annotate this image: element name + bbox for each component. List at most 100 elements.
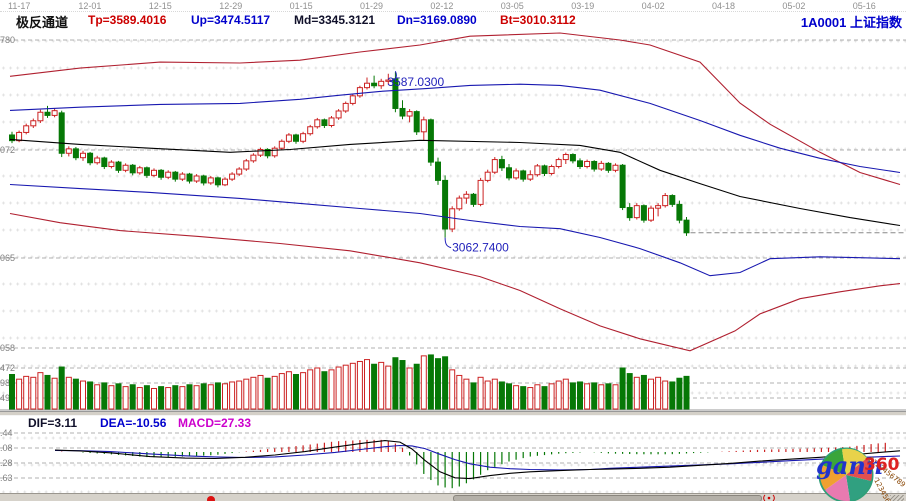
candle[interactable] xyxy=(321,118,328,129)
candle[interactable] xyxy=(9,131,15,144)
candle[interactable] xyxy=(534,163,541,177)
candle[interactable] xyxy=(655,203,662,217)
candle[interactable] xyxy=(108,160,115,169)
candle[interactable] xyxy=(605,162,612,173)
candle[interactable] xyxy=(250,153,257,163)
candle[interactable] xyxy=(222,177,228,187)
candle[interactable] xyxy=(577,158,583,170)
candle[interactable] xyxy=(278,139,285,151)
candle[interactable] xyxy=(165,170,172,180)
candle[interactable] xyxy=(143,166,150,178)
candle[interactable] xyxy=(506,163,512,181)
candle[interactable] xyxy=(520,169,527,182)
candle[interactable] xyxy=(87,152,94,166)
candle[interactable] xyxy=(612,163,619,173)
resize-grip[interactable] xyxy=(890,495,904,501)
candle[interactable] xyxy=(23,123,30,135)
candle[interactable] xyxy=(72,146,79,161)
candle[interactable] xyxy=(420,116,427,141)
candle[interactable] xyxy=(122,163,129,173)
candle[interactable] xyxy=(569,153,576,164)
candle[interactable] xyxy=(229,172,236,182)
candle[interactable] xyxy=(456,195,463,211)
candle[interactable] xyxy=(484,169,491,183)
candle[interactable] xyxy=(314,117,321,129)
candle[interactable] xyxy=(158,169,165,180)
candle[interactable] xyxy=(591,160,598,172)
candle[interactable] xyxy=(619,163,626,211)
candle[interactable] xyxy=(676,200,683,224)
candle[interactable] xyxy=(555,157,562,169)
candle[interactable] xyxy=(349,93,356,106)
candle[interactable] xyxy=(94,155,101,165)
candle[interactable] xyxy=(477,177,484,207)
candle[interactable] xyxy=(371,75,378,89)
candle[interactable] xyxy=(399,100,406,120)
candle[interactable] xyxy=(584,159,591,169)
candle[interactable] xyxy=(626,203,633,221)
candle[interactable] xyxy=(683,217,690,236)
candle[interactable] xyxy=(442,175,449,238)
candle[interactable] xyxy=(285,133,292,144)
candle[interactable] xyxy=(356,85,363,98)
candle[interactable] xyxy=(172,170,179,182)
candle[interactable] xyxy=(307,124,314,136)
candle[interactable] xyxy=(413,110,420,135)
candle[interactable] xyxy=(470,193,477,207)
candle[interactable] xyxy=(271,146,278,158)
candle[interactable] xyxy=(498,155,505,171)
candle[interactable] xyxy=(335,109,342,120)
candle[interactable] xyxy=(293,133,299,144)
gann360-logo[interactable]: 0123456789 123456789 gann 360 xyxy=(798,446,906,501)
candle[interactable] xyxy=(364,77,370,90)
candle[interactable] xyxy=(193,174,200,183)
candle[interactable] xyxy=(65,146,72,157)
candle[interactable] xyxy=(598,160,605,171)
candle[interactable] xyxy=(129,163,136,176)
candle[interactable] xyxy=(151,168,157,178)
candle[interactable] xyxy=(58,110,65,158)
candle[interactable] xyxy=(243,158,250,171)
candle[interactable] xyxy=(342,101,349,113)
macd-chart[interactable]: .44 .08 .28 .63 xyxy=(0,425,906,493)
candle[interactable] xyxy=(648,205,654,223)
horizontal-scrollbar-thumb[interactable] xyxy=(453,495,762,501)
indicator-name[interactable]: 极反通道 xyxy=(16,15,69,30)
candle[interactable] xyxy=(257,147,264,158)
candle[interactable] xyxy=(435,157,441,185)
candle[interactable] xyxy=(633,203,640,220)
candle[interactable] xyxy=(491,157,498,175)
candle[interactable] xyxy=(37,109,44,123)
candle[interactable] xyxy=(214,176,221,188)
candle[interactable] xyxy=(449,206,456,233)
candle[interactable] xyxy=(669,194,676,207)
candle[interactable] xyxy=(80,150,86,161)
candle[interactable] xyxy=(30,118,37,129)
candle[interactable] xyxy=(264,148,271,159)
candle[interactable] xyxy=(640,204,647,223)
candle[interactable] xyxy=(548,164,555,176)
candle[interactable] xyxy=(236,167,243,176)
candle[interactable] xyxy=(463,191,470,204)
candle[interactable] xyxy=(51,108,58,118)
candle[interactable] xyxy=(115,160,122,173)
candle[interactable] xyxy=(200,174,207,186)
candlestick-chart[interactable]: 780 072 065 058 3587.0300 3062.7400 xyxy=(0,28,906,353)
symbol-label[interactable]: 1A0001 上证指数 xyxy=(800,15,902,30)
candle[interactable] xyxy=(44,105,51,118)
candle[interactable] xyxy=(101,156,108,170)
candle[interactable] xyxy=(406,109,413,123)
candle[interactable] xyxy=(527,170,534,182)
candle[interactable] xyxy=(186,172,193,184)
candle[interactable] xyxy=(662,193,669,208)
candle[interactable] xyxy=(427,118,434,166)
candle[interactable] xyxy=(136,165,143,175)
candle[interactable] xyxy=(562,152,569,164)
candle[interactable] xyxy=(328,116,335,128)
candle[interactable] xyxy=(513,168,520,180)
candle[interactable] xyxy=(300,131,307,144)
broadcast-icon[interactable] xyxy=(762,494,776,501)
candle[interactable] xyxy=(378,78,385,89)
candle[interactable] xyxy=(179,172,186,182)
candle[interactable] xyxy=(207,175,214,185)
